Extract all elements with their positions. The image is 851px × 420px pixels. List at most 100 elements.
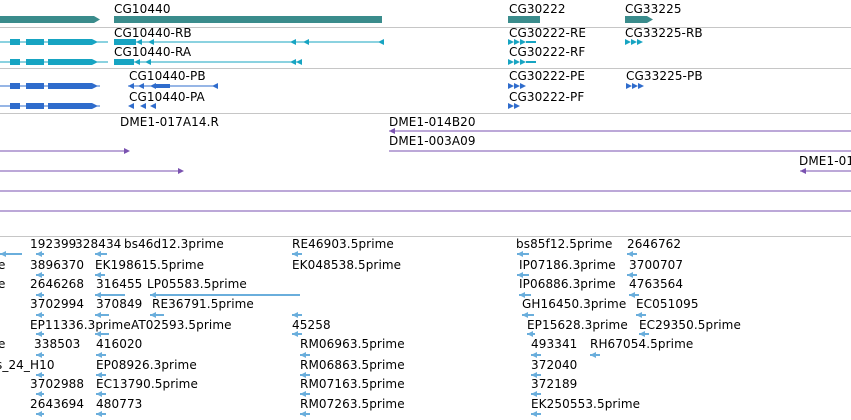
est-label[interactable]: e (0, 277, 6, 291)
exon[interactable] (526, 41, 536, 43)
gene-glyph[interactable] (114, 16, 382, 23)
transcript-label[interactable]: CG30222-RF (509, 45, 586, 59)
est-label[interactable]: AT02593.5prime (131, 318, 232, 332)
est-label[interactable]: 45258 (292, 318, 331, 332)
est-label[interactable]: IP06886.3prime (519, 277, 616, 291)
est-label[interactable]: RH67054.5prime (590, 337, 694, 351)
exon[interactable] (48, 103, 92, 109)
est-glyph[interactable] (95, 314, 109, 316)
protein-label[interactable]: CG10440-PB (129, 69, 206, 83)
est-label[interactable]: RM07263.5prime (300, 397, 405, 411)
strand-arrow (531, 372, 537, 378)
est-label[interactable]: EK048538.5prime (292, 258, 402, 272)
exon[interactable] (26, 59, 44, 65)
strand-arrow (92, 83, 98, 89)
transcript-label[interactable]: CG33225-RB (625, 26, 703, 40)
gene-label[interactable]: CG30222 (509, 2, 566, 16)
protein-label[interactable]: CG33225-PB (626, 69, 703, 83)
est-label[interactable]: GH16450.3prime (522, 297, 627, 311)
est-label[interactable]: 3896370 (30, 258, 85, 272)
est-label[interactable]: 328434 (75, 237, 122, 251)
exon[interactable] (10, 59, 20, 65)
est-label[interactable]: 416020 (96, 337, 143, 351)
est-label[interactable]: 480773 (96, 397, 143, 411)
est-label[interactable]: IP07186.3prime (519, 258, 616, 272)
est-glyph[interactable] (150, 294, 300, 296)
exon[interactable] (26, 83, 44, 89)
est-label[interactable]: EK250553.5prime (531, 397, 641, 411)
est-label[interactable]: RM07163.5prime (300, 377, 405, 391)
transcript-label[interactable]: CG10440-RB (114, 26, 192, 40)
exon[interactable] (48, 83, 92, 89)
est-label[interactable]: LP05583.5prime (147, 277, 247, 291)
est-label[interactable]: 2643694 (30, 397, 85, 411)
est-label[interactable]: 192399 (30, 237, 77, 251)
gene-label[interactable]: CG33225 (625, 2, 682, 16)
est-label[interactable]: 338503 (34, 337, 81, 351)
est-label[interactable]: RE46903.5prime (292, 237, 394, 251)
est-glyph[interactable] (95, 294, 125, 296)
est-label[interactable]: 493341 (531, 337, 578, 351)
est-label[interactable]: 372040 (531, 358, 578, 372)
strand-arrow (96, 391, 102, 397)
est-label[interactable]: EC29350.5prime (639, 318, 741, 332)
est-label[interactable]: 4763564 (629, 277, 684, 291)
strand-arrow (639, 331, 645, 337)
strand-arrow (531, 391, 537, 397)
protein-label[interactable]: CG30222-PE (509, 69, 585, 83)
clone-label[interactable]: DME1-003A09 (389, 134, 476, 148)
est-label[interactable]: EP11336.3prime (30, 318, 131, 332)
strand-arrow (514, 59, 520, 65)
strand-arrow (212, 83, 218, 89)
est-glyph[interactable] (0, 253, 22, 255)
est-label[interactable]: RM06863.5prime (300, 358, 405, 372)
est-label[interactable]: bs85f12.5prime (516, 237, 613, 251)
exon[interactable] (10, 83, 20, 89)
est-label[interactable]: e (0, 258, 6, 272)
gene-glyph[interactable] (508, 16, 540, 23)
exon[interactable] (10, 39, 20, 45)
transcript-label[interactable]: CG30222-RE (509, 26, 587, 40)
gene-label[interactable]: CG10440 (114, 2, 171, 16)
exon[interactable] (48, 39, 92, 45)
est-label[interactable]: 2646762 (627, 237, 682, 251)
exon[interactable] (114, 59, 134, 65)
est-label[interactable]: 370849 (96, 297, 143, 311)
clone-label[interactable]: DME1-01 (799, 154, 851, 168)
est-label[interactable]: EK198615.5prime (95, 258, 205, 272)
est-label[interactable]: EP08926.3prime (96, 358, 197, 372)
est-label[interactable]: 316455 (96, 277, 143, 291)
clone-label[interactable]: DME1-017A14.R (120, 115, 219, 129)
est-label[interactable]: 3702994 (30, 297, 85, 311)
est-label[interactable]: EP15628.3prime (527, 318, 628, 332)
strand-arrow (300, 372, 306, 378)
est-label[interactable]: EC13790.5prime (96, 377, 198, 391)
exon[interactable] (526, 61, 536, 63)
est-glyph[interactable] (150, 314, 164, 316)
exon[interactable] (26, 39, 44, 45)
exon[interactable] (114, 39, 136, 45)
est-glyph[interactable] (95, 333, 109, 335)
est-label[interactable]: EC051095 (636, 297, 699, 311)
strand-arrow (292, 251, 298, 257)
clone-label[interactable]: DME1-014B20 (389, 115, 476, 129)
protein-label[interactable]: CG30222-PF (509, 90, 585, 104)
est-label[interactable]: bs46d12.3prime (124, 237, 224, 251)
est-label[interactable]: RM06963.5prime (300, 337, 405, 351)
est-label[interactable]: 2646268 (30, 277, 85, 291)
exon[interactable] (48, 59, 92, 65)
est-label[interactable]: s_24_H10 (0, 358, 55, 372)
exon[interactable] (10, 103, 20, 109)
gene-glyph[interactable] (0, 16, 94, 23)
transcript-label[interactable]: CG10440-RA (114, 45, 192, 59)
est-label[interactable]: RE36791.5prime (152, 297, 254, 311)
gene-glyph[interactable] (625, 16, 647, 23)
exon[interactable] (26, 103, 44, 109)
strand-arrow (290, 59, 296, 65)
est-label[interactable]: e (0, 337, 6, 351)
est-label[interactable]: 3700707 (629, 258, 684, 272)
protein-label[interactable]: CG10440-PA (129, 90, 205, 104)
est-label[interactable]: 3702988 (30, 377, 85, 391)
est-label[interactable]: 372189 (531, 377, 578, 391)
